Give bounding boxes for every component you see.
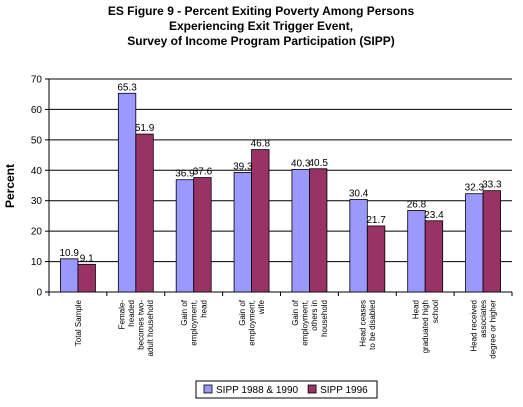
y-tick-label: 50 — [31, 135, 43, 146]
category-label: adult household — [146, 300, 155, 357]
data-label: 36.9 — [175, 169, 195, 180]
category-label: wife — [257, 299, 266, 315]
data-label: 32.3 — [465, 183, 485, 194]
legend-label: SIPP 1988 & 1990 — [216, 385, 299, 396]
data-label: 10.9 — [59, 248, 79, 259]
legend-swatch — [307, 384, 317, 394]
y-tick-label: 20 — [31, 227, 43, 238]
category-label: Head — [412, 300, 421, 319]
bar — [60, 258, 79, 293]
data-label: 40.5 — [308, 158, 328, 169]
bar — [349, 199, 368, 293]
category-label: to be disabled — [368, 300, 377, 350]
category-label: Gain of — [238, 299, 247, 326]
category-label: Head ceases — [359, 300, 368, 347]
data-label: 33.3 — [482, 180, 502, 191]
data-label: 65.3 — [117, 82, 137, 93]
y-tick-label: 70 — [31, 75, 43, 86]
y-tick-label: 30 — [31, 196, 43, 207]
category-label: school — [431, 300, 440, 323]
data-labels: 10.9 9.1 65.3 51.9 36.937.6 39.3 46.8 40.340.5 3… — [59, 82, 502, 264]
bar — [309, 168, 328, 293]
category-label: employment, — [301, 300, 310, 346]
data-label: 30.4 — [349, 188, 369, 199]
bar — [233, 172, 252, 293]
category-label: Gain of — [291, 299, 300, 326]
data-label: 21.7 — [366, 215, 386, 226]
bars — [60, 92, 501, 293]
category-label: Head received — [469, 300, 478, 352]
y-axis-label: Percent — [3, 164, 17, 208]
data-label: 51.9 — [135, 123, 155, 134]
category-label: associates — [479, 300, 488, 338]
chart-title-line-1: ES Figure 9 - Percent Exiting Poverty Am… — [108, 4, 415, 18]
chart-title: ES Figure 9 - Percent Exiting Poverty Am… — [108, 4, 415, 48]
bar — [251, 149, 270, 293]
data-label: 40.3 — [291, 158, 311, 169]
data-label: 9.1 — [80, 253, 94, 264]
category-label: employment, — [248, 300, 257, 346]
category-labels: Total Sample Female-headed becomes two-adu… — [74, 299, 498, 358]
category-label: household — [320, 300, 329, 337]
chart-title-line-2: Experiencing Exit Trigger Event, — [169, 19, 353, 33]
data-label: 39.3 — [233, 161, 253, 172]
category-label: degree or higher — [489, 300, 498, 359]
category-label: Gain of — [180, 299, 189, 326]
bar — [175, 179, 195, 293]
y-tick-label: 60 — [31, 105, 43, 116]
category-label: becomes two- — [137, 300, 146, 350]
bar — [291, 168, 310, 293]
bar — [135, 133, 154, 293]
legend: SIPP 1988 & 1990 SIPP 1996 — [195, 380, 378, 399]
category-label: headed — [127, 300, 136, 327]
data-label: 26.8 — [407, 199, 427, 210]
bar — [407, 210, 426, 293]
bar — [366, 225, 386, 293]
legend-box — [195, 380, 378, 399]
category-label: graduated high — [421, 300, 430, 353]
bar — [117, 92, 137, 293]
bar — [465, 193, 484, 293]
bar — [482, 190, 501, 293]
category-label: Female- — [117, 300, 126, 330]
data-label: 46.8 — [251, 139, 271, 150]
legend-swatch — [203, 384, 213, 394]
y-tick-label: 10 — [31, 257, 43, 268]
category-label: Total Sample — [74, 299, 83, 346]
y-tick-label: 0 — [36, 288, 42, 299]
data-label: 23.4 — [424, 210, 444, 221]
legend-label: SIPP 1996 — [320, 385, 368, 396]
chart-title-line-3: Survey of Income Program Participation (… — [127, 34, 394, 48]
bar — [424, 220, 444, 293]
category-label: head — [199, 300, 208, 318]
category-label: employment, — [190, 300, 199, 346]
bar — [193, 177, 212, 293]
category-label: others in — [310, 300, 319, 331]
data-label: 37.6 — [193, 167, 213, 178]
y-tick-label: 40 — [31, 166, 43, 177]
bar — [77, 263, 96, 293]
